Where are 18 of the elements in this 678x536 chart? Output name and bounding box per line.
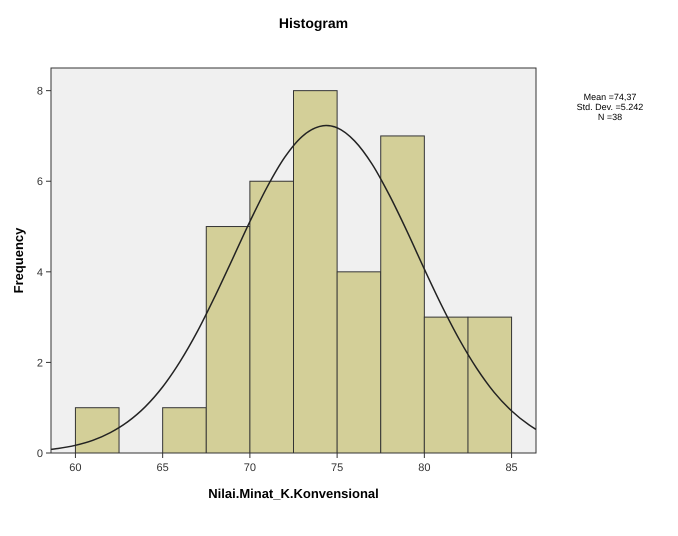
y-tick-label: 2: [36, 357, 43, 370]
x-axis-title: Nilai.Minat_K.Konvensional: [208, 486, 379, 501]
x-tick-label: 65: [156, 462, 169, 474]
y-axis-title: Frequency: [11, 226, 26, 294]
y-tick-label: 0: [36, 448, 43, 460]
y-tick-label: 4: [36, 266, 43, 279]
line-series: [51, 124, 536, 450]
y-tick-label: 8: [36, 86, 43, 98]
chart-title: Histogram: [278, 15, 348, 31]
text: Std. Dev. =5.242: [576, 102, 644, 112]
x-tick-label: 80: [418, 462, 430, 474]
x-tick-label: 70: [244, 462, 256, 474]
text: N =38: [598, 112, 622, 122]
y-tick-label: 6: [36, 176, 43, 188]
x-tick-label: 85: [505, 462, 518, 474]
text: Mean =74,37: [584, 92, 636, 102]
x-tick-label: 75: [330, 462, 344, 474]
x-tick-label: 60: [69, 462, 82, 474]
